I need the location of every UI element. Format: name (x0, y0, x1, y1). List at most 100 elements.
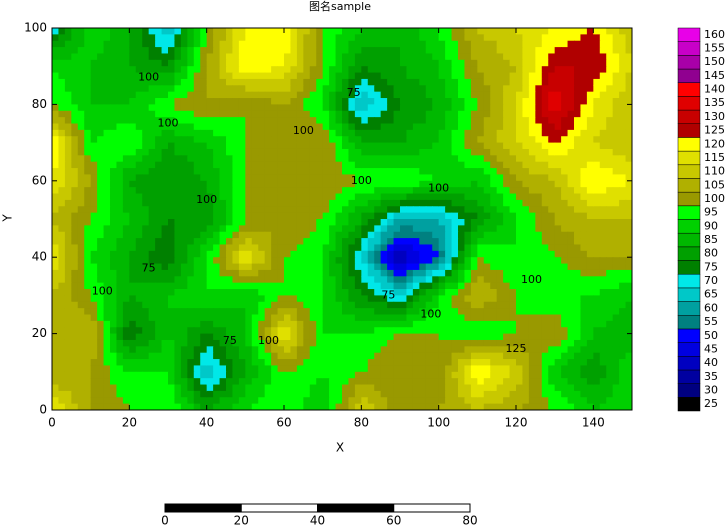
contour-cell (522, 289, 530, 296)
contour-cell (412, 161, 420, 169)
contour-cell (528, 110, 536, 118)
contour-cell (593, 161, 601, 169)
contour-cell (580, 47, 588, 55)
contour-cell (380, 244, 388, 252)
contour-cell (425, 40, 433, 48)
contour-cell (625, 91, 632, 99)
contour-cell (509, 199, 517, 207)
contour-cell (586, 263, 594, 271)
contour-cell (213, 53, 221, 61)
contour-cell (419, 78, 427, 86)
contour-cell (445, 339, 453, 347)
contour-cell (77, 219, 85, 226)
contour-cell (52, 295, 60, 303)
contour-cell (445, 59, 453, 67)
contour-cell (277, 314, 285, 322)
contour-cell (245, 155, 253, 163)
contour-cell (509, 289, 517, 296)
contour-cell (342, 66, 350, 74)
contour-cell (245, 110, 253, 118)
contour-cell (374, 47, 382, 55)
contour-cell (64, 333, 72, 341)
contour-cell (509, 339, 517, 347)
contour-cell (271, 66, 279, 74)
contour-cell (561, 40, 569, 48)
contour-cell (110, 365, 118, 373)
contour-cell (593, 98, 601, 105)
contour-cell (110, 225, 118, 233)
contour-cell (90, 174, 98, 182)
contour-cell (412, 148, 420, 156)
contour-cell (213, 142, 221, 150)
contour-cell (122, 212, 130, 220)
contour-cell (445, 199, 453, 207)
contour-cell (354, 174, 362, 182)
contour-cell (245, 59, 253, 67)
contour-cell (432, 352, 440, 360)
contour-cell (271, 308, 279, 316)
contour-cell (155, 327, 163, 335)
contour-cell (387, 314, 395, 322)
contour-cell (387, 199, 395, 207)
contour-cell (342, 339, 350, 347)
contour-cell (387, 91, 395, 99)
contour-cell (206, 308, 214, 316)
contour-cell (90, 263, 98, 271)
contour-cell (445, 104, 453, 112)
contour-cell (226, 136, 234, 144)
contour-cell (90, 66, 98, 74)
contour-cell (567, 168, 575, 176)
contour-cell (528, 129, 536, 137)
contour-cell (367, 148, 375, 156)
contour-cell (503, 257, 511, 265)
contour-cell (335, 72, 343, 80)
contour-cell (58, 98, 66, 105)
contour-cell (71, 359, 79, 367)
contour-cell (303, 231, 311, 239)
contour-cell (264, 314, 272, 322)
contour-cell (528, 346, 536, 354)
contour-cell (219, 155, 227, 163)
contour-cell (548, 78, 556, 86)
contour-cell (58, 155, 66, 163)
contour-cell (206, 85, 214, 93)
contour-cell (277, 187, 285, 195)
contour-cell (103, 110, 111, 118)
contour-cell (142, 155, 150, 163)
contour-cell (135, 282, 143, 290)
contour-cell (316, 28, 324, 35)
contour-cell (445, 136, 453, 144)
contour-cell (142, 359, 150, 367)
contour-cell (193, 289, 201, 296)
contour-cell (238, 276, 246, 284)
contour-cell (290, 231, 298, 239)
contour-cell (342, 225, 350, 233)
contour-cell (238, 104, 246, 112)
contour-cell (97, 250, 105, 258)
contour-cell (509, 104, 517, 112)
contour-cell (490, 269, 498, 277)
contour-cell (548, 244, 556, 252)
contour-cell (264, 193, 272, 201)
contour-cell (193, 308, 201, 316)
contour-cell (593, 28, 601, 35)
contour-cell (309, 123, 317, 131)
contour-cell (522, 180, 530, 188)
contour-cell (406, 282, 414, 290)
contour-cell (438, 155, 446, 163)
contour-cell (425, 219, 433, 226)
contour-cell (187, 365, 195, 373)
contour-cell (561, 66, 569, 74)
contour-cell (496, 123, 504, 131)
contour-cell (52, 117, 60, 125)
contour-cell (561, 276, 569, 284)
contour-cell (625, 187, 632, 195)
contour-cell (535, 263, 543, 271)
contour-cell (58, 174, 66, 182)
contour-cell (135, 276, 143, 284)
contour-cell (284, 174, 292, 182)
contour-cell (277, 308, 285, 316)
contour-cell (103, 231, 111, 239)
contour-cell (64, 66, 72, 74)
contour-cell (322, 66, 330, 74)
